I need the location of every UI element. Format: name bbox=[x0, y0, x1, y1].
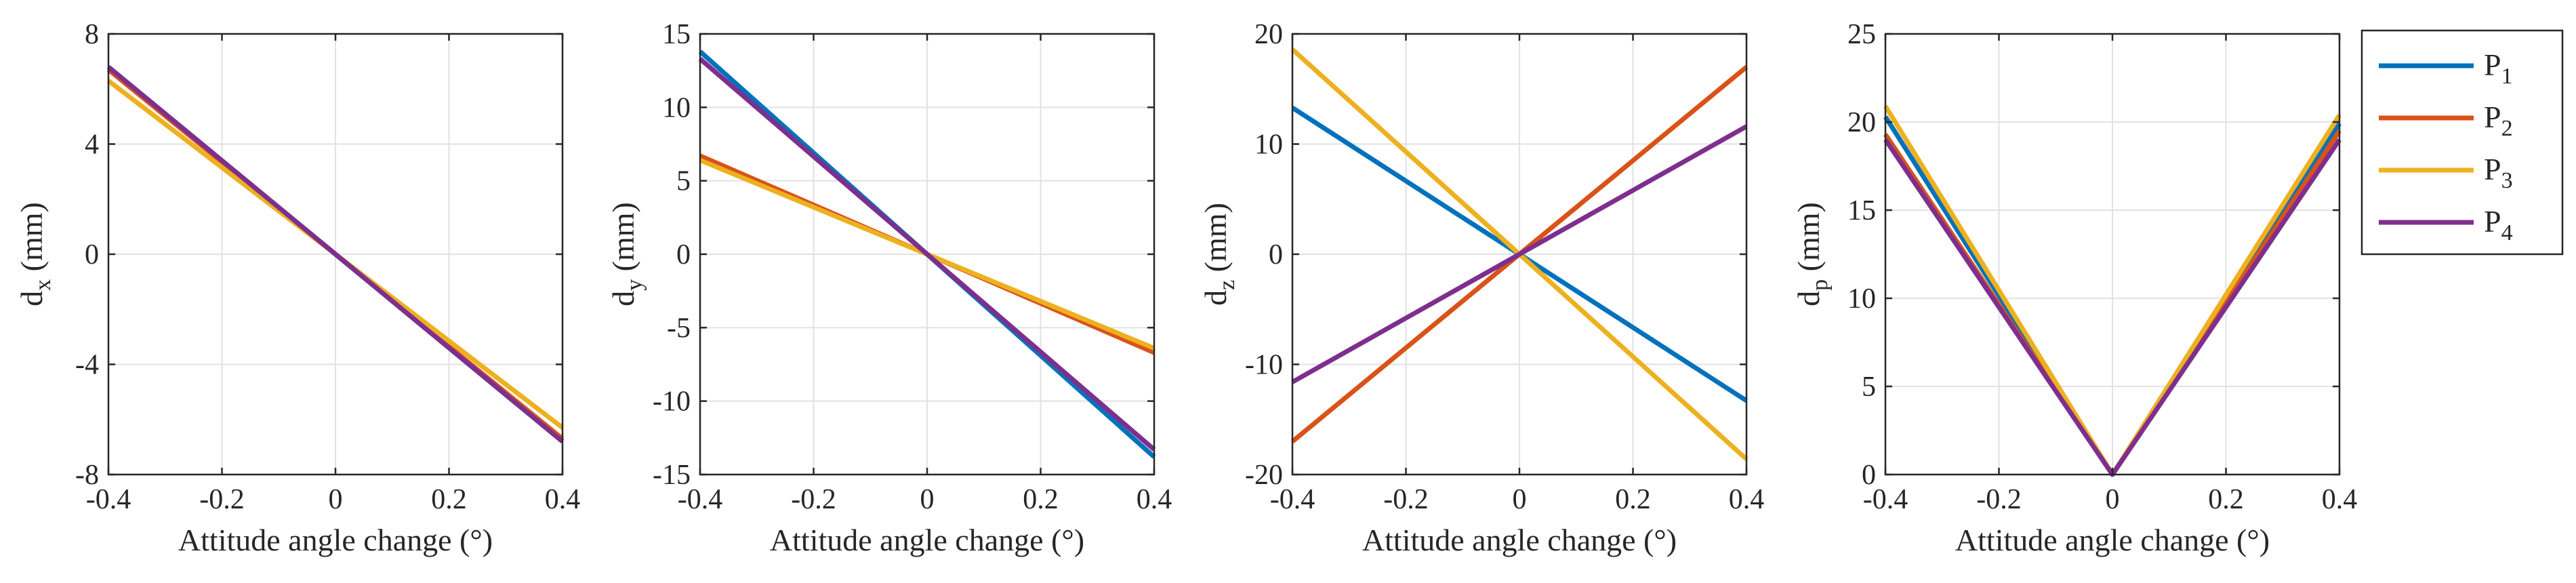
y-axis-label: dy (mm) bbox=[606, 202, 647, 306]
y-tick-label: -20 bbox=[1245, 460, 1283, 491]
x-tick-label: 0.4 bbox=[1137, 484, 1172, 515]
series-line-p4 bbox=[106, 65, 565, 444]
legend-label-p2: P2 bbox=[2484, 100, 2513, 141]
y-tick-label: -10 bbox=[1245, 350, 1283, 381]
x-tick-label: -0.4 bbox=[678, 484, 723, 515]
series-line-p4 bbox=[698, 57, 1156, 451]
chart-panel-1: -0.4 -0.2 0 0.2 0.4 -8 -4 0 4 8 Attitude angle cha… bbox=[14, 19, 580, 557]
y-tick-label: 20 bbox=[1254, 19, 1283, 50]
y-tick-label: -15 bbox=[653, 460, 691, 491]
x-tick-label: 0.2 bbox=[1615, 484, 1651, 515]
chart-panel-2: -0.4 -0.2 0 0.2 0.4 -15 -10 -5 0 5 10 15 Attitude an… bbox=[606, 19, 1172, 557]
x-tick-label: 0 bbox=[920, 484, 935, 515]
legend-label-p4: P4 bbox=[2484, 204, 2513, 245]
x-tick-label: 0.4 bbox=[545, 484, 581, 515]
legend: P1 P2 P3 P4 bbox=[2360, 29, 2564, 256]
x-tick-label: -0.4 bbox=[86, 484, 131, 515]
legend-label-p3: P3 bbox=[2484, 152, 2513, 193]
y-tick-label: 10 bbox=[1254, 129, 1283, 161]
x-tick-label: -0.4 bbox=[1863, 484, 1908, 515]
y-tick-label: 10 bbox=[1847, 283, 1876, 315]
y-tick-label: 25 bbox=[1847, 19, 1876, 50]
x-tick-label: -0.2 bbox=[199, 484, 245, 515]
y-tick-label: 0 bbox=[1269, 239, 1283, 270]
x-tick-label: 0 bbox=[1513, 484, 1527, 515]
x-tick-label: 0 bbox=[329, 484, 343, 515]
chart-panels: -0.4 -0.2 0 0.2 0.4 -8 -4 0 4 8 Attitude angle cha… bbox=[14, 19, 2357, 557]
y-tick-label: 15 bbox=[662, 19, 691, 50]
chart-panel-3: -0.4 -0.2 0 0.2 0.4 -20 -10 0 10 20 Attitude angle… bbox=[1198, 19, 1764, 557]
x-tick-label: 0.2 bbox=[2208, 484, 2244, 515]
y-tick-label: 20 bbox=[1847, 107, 1876, 138]
legend-label-p1: P1 bbox=[2484, 47, 2513, 89]
x-tick-label: -0.2 bbox=[791, 484, 836, 515]
y-tick-label: 5 bbox=[1862, 371, 1876, 403]
y-tick-label: -5 bbox=[667, 313, 691, 344]
x-axis-label: Attitude angle change (°) bbox=[1955, 523, 2270, 557]
x-axis-label: Attitude angle change (°) bbox=[1362, 523, 1677, 557]
x-axis-label: Attitude angle change (°) bbox=[770, 523, 1084, 557]
y-tick-label: 15 bbox=[1847, 195, 1876, 226]
y-axis-label: dz (mm) bbox=[1198, 203, 1240, 306]
y-tick-label: 4 bbox=[85, 129, 99, 161]
y-tick-label: -4 bbox=[75, 350, 99, 381]
x-tick-label: 0.4 bbox=[2322, 484, 2358, 515]
x-tick-label: 0 bbox=[2106, 484, 2120, 515]
chart-panel-4: -0.4 -0.2 0 0.2 0.4 0 5 10 15 20 25 Attitude angle … bbox=[1791, 19, 2357, 557]
y-tick-label: 0 bbox=[676, 239, 691, 270]
series-line-p4 bbox=[1291, 124, 1748, 384]
y-tick-label: 8 bbox=[85, 19, 99, 50]
x-tick-label: 0.2 bbox=[1023, 484, 1059, 515]
y-tick-label: 0 bbox=[1862, 460, 1876, 491]
y-axis-label: dx (mm) bbox=[14, 202, 56, 306]
x-tick-label: -0.2 bbox=[1976, 484, 2022, 515]
y-tick-label: -8 bbox=[75, 460, 99, 491]
x-axis-label: Attitude angle change (°) bbox=[178, 523, 493, 557]
x-tick-label: -0.4 bbox=[1270, 484, 1315, 515]
y-tick-label: 0 bbox=[85, 239, 99, 270]
y-axis-label: dp (mm) bbox=[1791, 202, 1833, 306]
x-tick-label: 0.2 bbox=[431, 484, 467, 515]
x-tick-label: -0.2 bbox=[1383, 484, 1429, 515]
y-tick-label: 10 bbox=[662, 92, 691, 123]
y-tick-label: -10 bbox=[653, 386, 691, 418]
x-tick-label: 0.4 bbox=[1729, 484, 1765, 515]
y-tick-label: 5 bbox=[676, 166, 691, 197]
